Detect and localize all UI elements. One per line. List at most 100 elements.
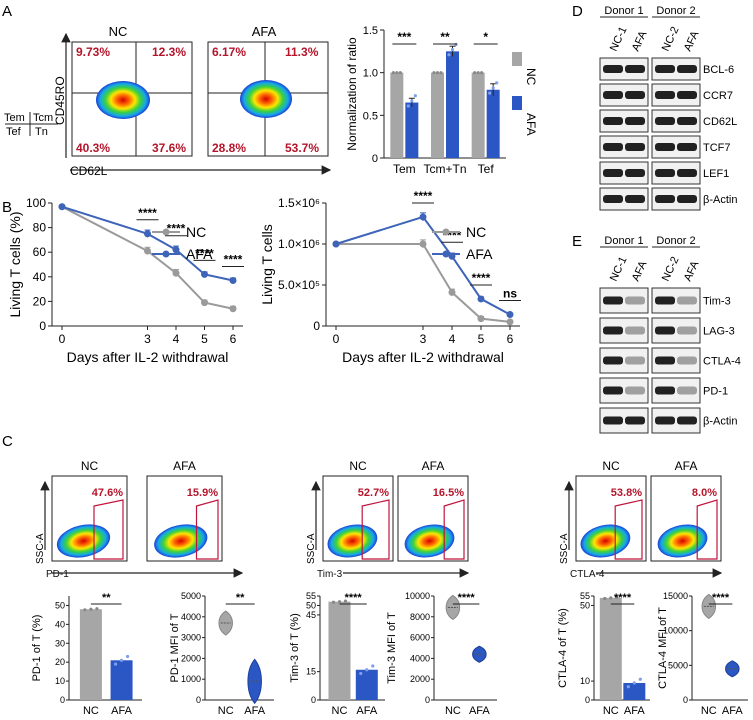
chart-c_pd1_pct: 0 10 20 30 40 50 PD-1 of T (%) NC AFA ** (31, 592, 142, 717)
y-tick-label: 0 (683, 695, 688, 705)
bar-nc (79, 609, 102, 700)
blot-panel (651, 187, 701, 211)
blot-band (655, 195, 675, 203)
blot-band (625, 65, 645, 73)
data-point (450, 48, 455, 52)
blot-band (655, 169, 675, 177)
data-point-nc (229, 305, 237, 313)
legend-label: NC (466, 224, 486, 240)
key-tcm: Tcm (33, 112, 53, 124)
y-tick-label: 50 (306, 600, 316, 610)
flow-plot-afa: AFA 6.17% 11.3% 28.8% 53.7% (207, 24, 329, 157)
band-label: LEF1 (703, 168, 729, 180)
y-tick-label: 1.5×10⁶ (278, 196, 320, 210)
flow-density (56, 524, 111, 558)
sig-label: **** (167, 222, 186, 236)
band-label: β-Actin (703, 416, 737, 428)
band-label: CTLA-4 (703, 356, 741, 368)
blot-band (655, 296, 675, 305)
flow-title-nc: NC (81, 459, 99, 473)
sig-label: **** (138, 206, 157, 220)
data-point-afa (229, 276, 237, 284)
y-axis-label: Tim-3 of T (%) (289, 613, 301, 682)
blot-band (603, 195, 623, 203)
blot-band (603, 326, 623, 335)
y-axis-label: Living T cells (259, 224, 275, 304)
donor-label: Donor 1 (604, 235, 643, 247)
data-point (89, 607, 93, 611)
band-label: Tim-3 (703, 296, 731, 308)
x-tick-label: NC (701, 705, 717, 717)
blot-band (677, 416, 697, 425)
legend-label: NC (186, 224, 206, 240)
x-tick-label: NC (218, 705, 234, 717)
q-bl-afa: 28.8% (212, 141, 246, 155)
data-point-nc (201, 299, 208, 307)
blot-band (677, 169, 697, 177)
data-point (638, 677, 642, 681)
y-tick-label: 10 (580, 676, 590, 686)
x-tick-label: AFA (244, 705, 265, 717)
panel-label-c: C (2, 433, 13, 450)
y-tick-label: 55 (306, 591, 316, 601)
data-point (331, 600, 336, 604)
gate (443, 499, 465, 560)
gate-percent: 53.8% (611, 487, 642, 499)
x-tick-label: Tem (393, 162, 416, 176)
y-tick-label: 1000 (181, 674, 201, 684)
western-blot-d: Donor 1 Donor 2NC-1 AFA NC-2 AFABCL-6CCR7CD6… (599, 5, 737, 211)
blot-panel (599, 57, 649, 81)
y-tick-label: 1.0 (363, 68, 378, 80)
band-label: LAG-3 (703, 326, 735, 338)
x-axis-label: Tim-3 (317, 569, 343, 580)
blot-band (625, 195, 645, 203)
data-point (119, 658, 124, 662)
band-label: TCF7 (703, 142, 731, 154)
lane-label: AFA (630, 259, 650, 284)
western-blot-e: Donor 1 Donor 2NC-1 AFA NC-2 AFATim-3LAG-3CT… (599, 235, 741, 434)
gate (93, 499, 124, 560)
sig-label: **** (414, 189, 433, 203)
y-tick-label: 0 (313, 319, 320, 333)
sig-label: **** (712, 592, 730, 604)
data-point (480, 71, 484, 75)
lane-label: AFA (682, 29, 702, 54)
band-label: PD-1 (703, 386, 728, 398)
y-tick-label: 20 (33, 294, 47, 308)
blot-panel (599, 135, 649, 159)
data-point-afa (144, 230, 151, 238)
lane-label: NC-2 (660, 255, 682, 283)
legend-swatch-afa (512, 96, 522, 110)
blot-band (625, 91, 645, 99)
x-tick-label: NC (83, 705, 99, 717)
blot-band (603, 356, 623, 365)
lane-label: NC-2 (660, 25, 682, 53)
data-point (432, 71, 436, 75)
blot-band (625, 416, 645, 425)
data-point (406, 104, 410, 108)
x-tick-label: AFA (722, 705, 743, 717)
bar-nc (431, 72, 444, 158)
data-point-nc (448, 288, 456, 296)
sig-label: **** (195, 246, 214, 260)
x-tick-label: AFA (356, 705, 377, 717)
y-tick-label: 60 (33, 245, 47, 259)
sig-label: **** (614, 592, 632, 604)
x-tick-label: Tcm+Tn (423, 162, 466, 176)
x-tick-label: 3 (420, 332, 427, 346)
y-axis-label: SSC-A (35, 533, 46, 564)
flow-density (580, 524, 631, 558)
data-point-nc (506, 318, 514, 326)
flow-title-nc: NC (109, 24, 128, 39)
blot-band (625, 356, 645, 365)
panel-label-e: E (572, 233, 582, 250)
blot-band (677, 356, 697, 365)
y-tick-label: 5.0×10⁵ (278, 278, 320, 292)
data-point (476, 71, 480, 75)
blot-band (677, 65, 697, 73)
blot-band (603, 296, 623, 305)
y-tick-label: 10000 (663, 626, 688, 636)
